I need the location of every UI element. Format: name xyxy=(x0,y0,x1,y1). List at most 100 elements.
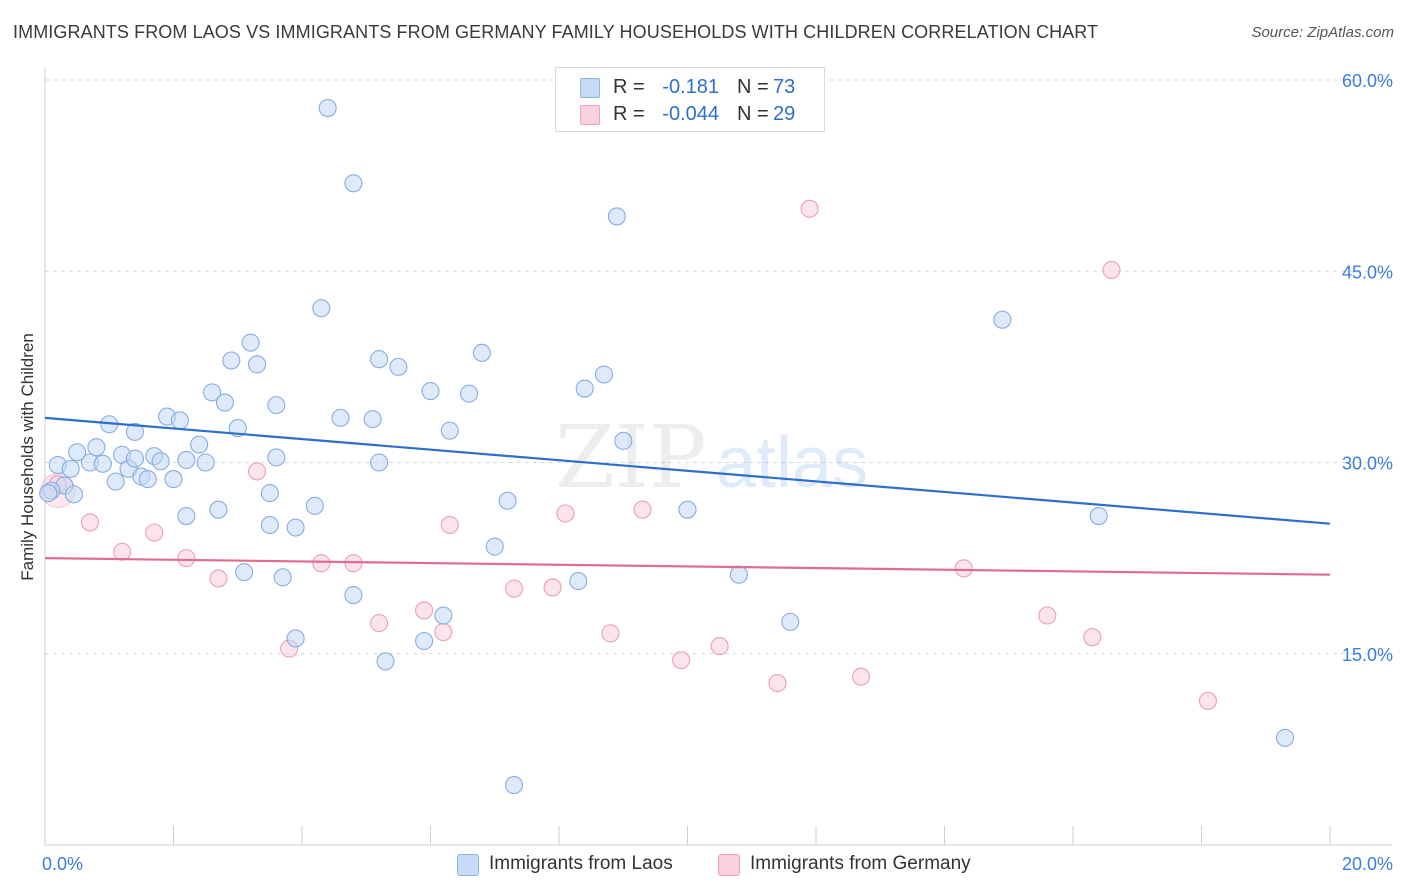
r-value: -0.181 xyxy=(662,76,719,98)
point-laos xyxy=(594,365,614,384)
point-germany xyxy=(504,579,524,598)
point-germany xyxy=(209,569,228,588)
point-germany xyxy=(440,515,459,535)
point-laos xyxy=(215,393,234,412)
point-laos xyxy=(415,631,434,651)
point-laos xyxy=(729,565,748,584)
point-laos xyxy=(1089,506,1108,526)
point-laos xyxy=(273,568,292,587)
tick-labels: 15.0% 30.0% 45.0% 60.0% 0.0% 20.0% xyxy=(42,71,1393,874)
point-germany xyxy=(543,578,562,597)
point-laos xyxy=(286,629,305,648)
point-germany xyxy=(312,554,331,573)
trend-line-laos xyxy=(44,416,1331,525)
y-tick-label: 60.0% xyxy=(1342,71,1393,91)
point-laos xyxy=(569,572,588,591)
point-laos xyxy=(177,450,196,470)
point-germany xyxy=(1198,691,1217,710)
point-germany xyxy=(710,637,729,656)
point-germany xyxy=(247,462,267,481)
point-germany xyxy=(800,199,819,218)
point-laos xyxy=(434,606,453,625)
point-laos xyxy=(498,491,517,510)
point-laos xyxy=(504,776,524,795)
point-laos xyxy=(64,485,83,504)
r-label: R = xyxy=(613,76,645,98)
y-tick-label: 15.0% xyxy=(1342,645,1393,665)
point-laos xyxy=(203,383,222,402)
point-laos xyxy=(344,586,363,605)
point-laos xyxy=(344,174,363,193)
point-germany xyxy=(1083,628,1102,647)
watermark-zip: ZIP xyxy=(555,408,707,508)
legend-label-laos: Immigrants from Laos xyxy=(489,853,673,874)
point-laos xyxy=(106,472,125,491)
point-laos xyxy=(190,435,209,454)
correlation-stats-box: R = -0.181 N = 73 R = -0.044 N = 29 xyxy=(555,67,825,132)
point-germany xyxy=(672,651,691,670)
stat-swatch-germany xyxy=(580,105,600,125)
point-laos xyxy=(164,470,183,489)
point-laos xyxy=(305,496,324,515)
point-laos xyxy=(370,350,389,369)
watermark-atlas: atlas xyxy=(716,423,868,503)
x-tick-label: 0.0% xyxy=(42,854,83,874)
point-germany xyxy=(768,674,787,693)
point-laos xyxy=(312,299,331,318)
chart-title: IMMIGRANTS FROM LAOS VS IMMIGRANTS FROM … xyxy=(13,22,1099,42)
point-laos xyxy=(209,500,228,519)
point-germany xyxy=(434,623,453,642)
point-laos xyxy=(472,343,491,362)
point-laos xyxy=(1275,728,1295,747)
point-germany xyxy=(370,614,389,633)
n-value: 73 xyxy=(773,76,796,98)
stat-row-laos: R = -0.181 N = 73 xyxy=(556,74,824,102)
point-germany xyxy=(415,601,434,620)
point-laos xyxy=(370,453,389,472)
point-germany xyxy=(556,504,575,523)
point-laos xyxy=(196,453,215,472)
point-laos xyxy=(286,518,305,537)
stat-swatch-laos xyxy=(580,78,600,98)
point-laos xyxy=(267,396,286,415)
point-laos xyxy=(61,459,80,478)
trend-lines xyxy=(44,416,1331,576)
chart-legend: Immigrants from Laos Immigrants from Ger… xyxy=(0,852,1406,878)
x-tick-label: 20.0% xyxy=(1342,854,1393,874)
source-credit: Source: ZipAtlas.com xyxy=(1251,24,1394,41)
point-laos xyxy=(993,310,1012,329)
axes xyxy=(44,68,1392,846)
point-laos xyxy=(781,612,800,631)
point-germany xyxy=(954,559,973,578)
point-laos xyxy=(363,410,382,429)
point-laos xyxy=(177,506,196,526)
r-value: -0.044 xyxy=(662,103,719,125)
point-laos xyxy=(331,408,350,427)
legend-swatch-germany xyxy=(718,854,740,876)
point-laos xyxy=(614,431,633,450)
y-tick-label: 45.0% xyxy=(1342,262,1393,282)
point-laos xyxy=(607,207,626,226)
point-laos xyxy=(247,355,267,374)
point-laos xyxy=(376,652,395,671)
point-laos xyxy=(267,448,286,467)
point-laos xyxy=(68,443,87,462)
point-germany xyxy=(113,542,132,561)
r-label: R = xyxy=(613,103,645,125)
point-laos xyxy=(440,421,459,440)
n-label: N = xyxy=(737,76,769,98)
point-laos xyxy=(125,449,144,468)
point-laos xyxy=(170,411,189,430)
point-laos xyxy=(87,438,106,457)
n-label: N = xyxy=(737,103,769,125)
legend-swatch-laos xyxy=(457,854,479,876)
point-laos xyxy=(151,452,170,471)
point-germany xyxy=(1038,606,1057,625)
point-laos xyxy=(93,454,112,473)
point-germany xyxy=(80,513,100,532)
trend-line-germany xyxy=(44,557,1331,576)
point-laos xyxy=(260,515,279,535)
point-laos xyxy=(575,379,594,398)
point-laos xyxy=(459,384,479,403)
data-points xyxy=(39,99,1295,795)
